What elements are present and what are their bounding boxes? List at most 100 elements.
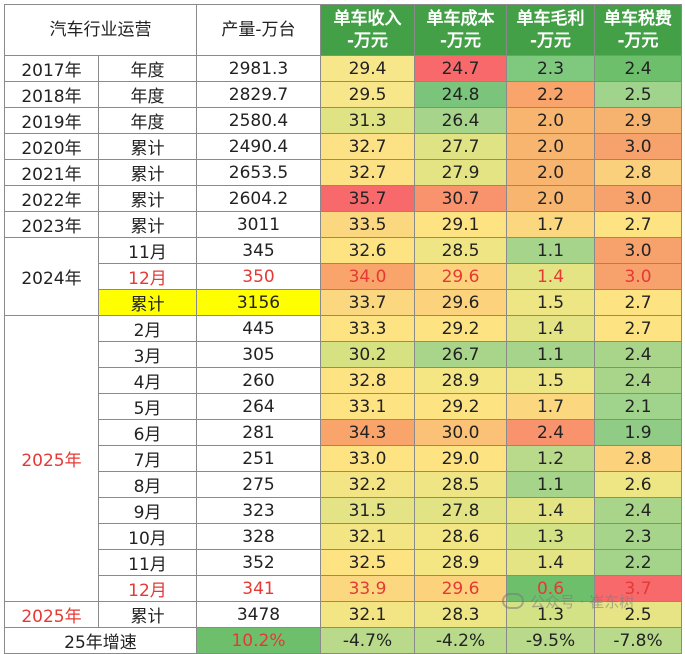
year-cell: 2024年 bbox=[4, 237, 99, 316]
margin-cell: 1.4 bbox=[506, 315, 595, 342]
cost-cell: 29.6 bbox=[414, 575, 507, 602]
cost-cell: 28.3 bbox=[414, 601, 507, 628]
cost-cell: 28.5 bbox=[414, 471, 507, 498]
period-cell: 累计 bbox=[98, 289, 197, 316]
tax-cell: 2.9 bbox=[594, 107, 682, 134]
rev-cell: 31.3 bbox=[320, 107, 415, 134]
year-cell: 2022年 bbox=[4, 185, 99, 212]
tax-cell: 2.8 bbox=[594, 159, 682, 186]
period-cell: 累计 bbox=[98, 185, 197, 212]
period-cell: 9月 bbox=[98, 497, 197, 524]
production-cell: 341 bbox=[196, 575, 321, 602]
cost-cell: 27.8 bbox=[414, 497, 507, 524]
tax-cell: 2.7 bbox=[594, 211, 682, 238]
tax-cell: 3.7 bbox=[594, 575, 682, 602]
tax-cell: 2.3 bbox=[594, 523, 682, 550]
cost-cell: 26.4 bbox=[414, 107, 507, 134]
rev-cell: 30.2 bbox=[320, 341, 415, 368]
growth-margin: -9.5% bbox=[506, 627, 595, 654]
rev-cell: 34.3 bbox=[320, 419, 415, 446]
tax-cell: 2.5 bbox=[594, 601, 682, 628]
period-cell: 12月 bbox=[98, 575, 197, 602]
rev-cell: 32.8 bbox=[320, 367, 415, 394]
table-row: 2025年 累计 3478 32.1 28.3 1.3 2.5 bbox=[4, 601, 682, 628]
tax-cell: 2.4 bbox=[594, 55, 682, 82]
table-row: 5月 264 33.1 29.2 1.7 2.1 bbox=[5, 393, 682, 420]
tax-cell: 2.8 bbox=[594, 445, 682, 472]
cost-cell: 28.9 bbox=[414, 549, 507, 576]
table-row: 累计 3156 33.7 29.6 1.5 2.7 bbox=[5, 289, 682, 316]
tax-cell: 3.0 bbox=[594, 185, 682, 212]
rev-cell: 33.0 bbox=[320, 445, 415, 472]
period-cell: 累计 bbox=[98, 133, 197, 160]
tax-cell: 2.4 bbox=[594, 367, 682, 394]
production-cell: 350 bbox=[196, 263, 321, 290]
period-cell: 年度 bbox=[98, 55, 197, 82]
header-revenue-text: 单车收入 -万元 bbox=[333, 9, 402, 51]
rev-cell: 31.5 bbox=[320, 497, 415, 524]
year-cell: 2023年 bbox=[4, 211, 99, 238]
cost-cell: 29.1 bbox=[414, 211, 507, 238]
header-production: 产量-万台 bbox=[196, 4, 321, 56]
rev-cell: 32.5 bbox=[320, 549, 415, 576]
period-cell: 11月 bbox=[98, 237, 197, 264]
production-cell: 2981.3 bbox=[196, 55, 321, 82]
tax-cell: 2.4 bbox=[594, 341, 682, 368]
margin-cell: 1.7 bbox=[506, 211, 595, 238]
production-cell: 445 bbox=[196, 315, 321, 342]
table-row: 2024年 11月 345 32.6 28.5 1.1 3.0 bbox=[4, 237, 682, 316]
cost-cell: 29.0 bbox=[414, 445, 507, 472]
margin-cell: 1.1 bbox=[506, 471, 595, 498]
table-row: 8月 275 32.2 28.5 1.1 2.6 bbox=[5, 471, 682, 498]
cost-cell: 24.7 bbox=[414, 55, 507, 82]
rev-cell: 32.7 bbox=[320, 159, 415, 186]
table-row: 2025年 2月 445 33.3 29.2 1.4 2.7 bbox=[4, 315, 682, 602]
production-cell: 2580.4 bbox=[196, 107, 321, 134]
growth-tax: -7.8% bbox=[594, 627, 682, 654]
cost-cell: 27.7 bbox=[414, 133, 507, 160]
table-body: 2017年 年度 2981.3 29.4 24.7 2.3 2.4 2018年 年度 2829.7… bbox=[4, 55, 682, 654]
rev-cell: 34.0 bbox=[320, 263, 415, 290]
margin-cell: 1.4 bbox=[506, 263, 595, 290]
production-cell: 3478 bbox=[196, 601, 321, 628]
header-cost: 单车成本 -万元 bbox=[414, 4, 507, 56]
cost-cell: 26.7 bbox=[414, 341, 507, 368]
cost-cell: 28.9 bbox=[414, 367, 507, 394]
tax-cell: 3.0 bbox=[594, 263, 682, 290]
cost-cell: 24.8 bbox=[414, 81, 507, 108]
tax-cell: 3.0 bbox=[594, 133, 682, 160]
period-cell: 2月 bbox=[98, 315, 197, 342]
production-cell: 2653.5 bbox=[196, 159, 321, 186]
period-cell: 累计 bbox=[98, 159, 197, 186]
cost-cell: 29.6 bbox=[414, 289, 507, 316]
rev-cell: 33.1 bbox=[320, 393, 415, 420]
rev-cell: 32.6 bbox=[320, 237, 415, 264]
period-cell: 累计 bbox=[98, 601, 197, 628]
margin-cell: 2.2 bbox=[506, 81, 595, 108]
margin-cell: 2.4 bbox=[506, 419, 595, 446]
year-cell: 2018年 bbox=[4, 81, 99, 108]
production-cell: 2829.7 bbox=[196, 81, 321, 108]
table-row: 2022年 累计 2604.2 35.7 30.7 2.0 3.0 bbox=[4, 185, 682, 212]
margin-cell: 1.1 bbox=[506, 341, 595, 368]
period-cell: 5月 bbox=[98, 393, 197, 420]
table-row: 2023年 累计 3011 33.5 29.1 1.7 2.7 bbox=[4, 211, 682, 238]
rev-cell: 33.7 bbox=[320, 289, 415, 316]
period-cell: 7月 bbox=[98, 445, 197, 472]
table-row: 2020年 累计 2490.4 32.7 27.7 2.0 3.0 bbox=[4, 133, 682, 160]
production-cell: 264 bbox=[196, 393, 321, 420]
header-tax: 单车税费 -万元 bbox=[594, 4, 682, 56]
table-row: 2019年 年度 2580.4 31.3 26.4 2.0 2.9 bbox=[4, 107, 682, 134]
cost-cell: 27.9 bbox=[414, 159, 507, 186]
production-cell: 3156 bbox=[196, 289, 321, 316]
header-revenue: 单车收入 -万元 bbox=[320, 4, 415, 56]
production-cell: 352 bbox=[196, 549, 321, 576]
growth-label: 25年增速 bbox=[4, 627, 197, 654]
rev-cell: 32.2 bbox=[320, 471, 415, 498]
growth-cost: -4.2% bbox=[414, 627, 507, 654]
year-cell: 2019年 bbox=[4, 107, 99, 134]
margin-cell: 1.5 bbox=[506, 367, 595, 394]
margin-cell: 1.4 bbox=[506, 549, 595, 576]
tax-cell: 2.1 bbox=[594, 393, 682, 420]
rev-cell: 32.1 bbox=[320, 601, 415, 628]
